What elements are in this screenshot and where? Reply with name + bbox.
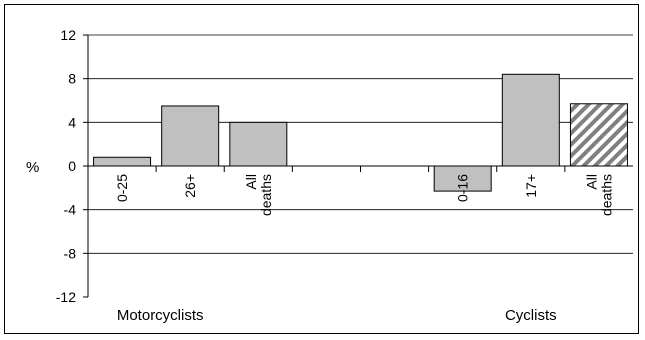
category-label: 26+ <box>182 174 198 198</box>
bar <box>501 73 560 167</box>
group-label: Cyclists <box>505 307 557 324</box>
y-tick-label: -12 <box>56 289 76 305</box>
category-label: All <box>583 174 599 190</box>
group-label: Motorcyclists <box>117 307 204 324</box>
y-tick-label: 12 <box>60 27 76 43</box>
bar <box>161 105 220 167</box>
axes <box>83 34 633 298</box>
y-tick-label: 4 <box>68 114 76 130</box>
y-tick-label: -8 <box>64 245 77 261</box>
bar <box>229 121 288 167</box>
category-label: 0-25 <box>114 174 130 202</box>
y-tick-label: -4 <box>64 202 77 218</box>
category-label: deaths <box>598 174 614 216</box>
category-label: 0-16 <box>455 174 471 202</box>
y-axis-label: % <box>26 159 39 176</box>
category-label: All <box>243 174 259 190</box>
bar <box>569 103 628 167</box>
bar <box>433 165 492 192</box>
chart-frame <box>4 4 639 334</box>
y-tick-label: 0 <box>68 158 76 174</box>
bars <box>93 73 628 192</box>
category-label: deaths <box>258 174 274 216</box>
y-tick-label: 8 <box>68 71 76 87</box>
category-label: 17+ <box>523 174 539 198</box>
bar <box>93 156 152 167</box>
